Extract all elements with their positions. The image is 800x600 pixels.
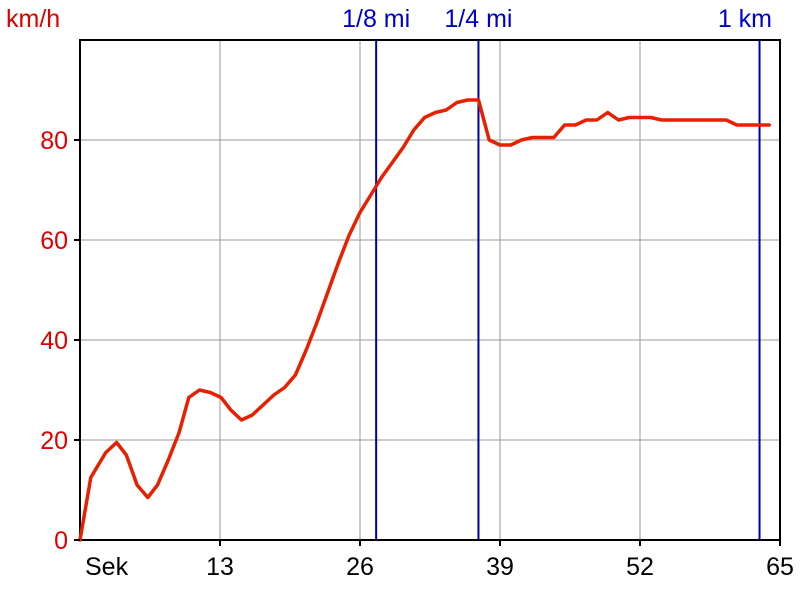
marker-label: 1/8 mi (342, 5, 410, 33)
grid (80, 40, 780, 540)
x-tick-label: 13 (206, 553, 234, 581)
speed-series-line (78, 98, 771, 542)
y-tick-label: 20 (40, 427, 68, 455)
x-tick-label: 65 (766, 553, 794, 581)
marker-label: 1/4 mi (444, 5, 512, 33)
x-axis-label: Sek (85, 553, 129, 581)
marker-label: 1 km (718, 5, 772, 33)
x-tick-label: 52 (626, 553, 654, 581)
x-tick-labels: 13 26 39 52 65 (206, 540, 794, 581)
y-axis-label: km/h (6, 5, 60, 33)
y-tick-label: 80 (40, 127, 68, 155)
distance-markers: 1/8 mi 1/4 mi 1 km (342, 5, 772, 540)
y-tick-label: 0 (54, 527, 68, 555)
x-tick-label: 39 (486, 553, 514, 581)
y-tick-labels: 0 20 40 60 80 (40, 127, 80, 555)
y-tick-label: 60 (40, 227, 68, 255)
x-tick-label: 26 (346, 553, 374, 581)
plot-frame (79, 39, 781, 541)
y-tick-label: 40 (40, 327, 68, 355)
